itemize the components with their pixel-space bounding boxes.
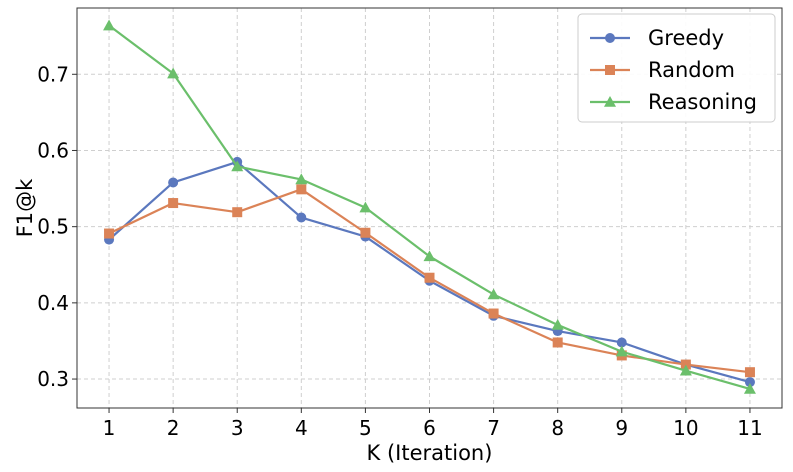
data-point	[232, 207, 243, 218]
data-point	[168, 177, 179, 188]
y-tick-label: 0.4	[37, 291, 69, 315]
data-point	[168, 198, 179, 209]
x-tick-label: 7	[487, 416, 500, 440]
data-point	[615, 345, 628, 357]
data-point	[744, 367, 755, 378]
legend-box	[577, 13, 776, 123]
data-point	[296, 212, 307, 223]
y-tick-label: 0.6	[37, 138, 69, 162]
legend-item: Random	[590, 58, 735, 82]
data-point	[167, 67, 180, 79]
x-axis-label: K (Iteration)	[367, 441, 493, 465]
data-point	[488, 308, 499, 319]
data-point	[423, 250, 436, 262]
x-tick-label: 5	[359, 416, 372, 440]
x-tick-label: 9	[615, 416, 628, 440]
data-point	[424, 272, 435, 283]
x-tick-label: 10	[673, 416, 698, 440]
data-point	[679, 364, 692, 376]
data-point	[744, 377, 755, 388]
data-point	[103, 19, 116, 31]
y-tick-label: 0.5	[37, 215, 69, 239]
x-tick-label: 4	[295, 416, 308, 440]
data-point	[743, 382, 756, 394]
series	[103, 19, 756, 394]
x-tick-label: 8	[551, 416, 564, 440]
x-tick-label: 1	[103, 416, 116, 440]
data-point	[359, 201, 372, 213]
x-tick-label: 2	[167, 416, 180, 440]
y-tick-label: 0.7	[37, 62, 69, 86]
data-point	[605, 33, 615, 43]
x-tick-label: 11	[737, 416, 762, 440]
legend-item: Reasoning	[590, 90, 757, 114]
y-axis: 0.3 0.4 0.5 0.6 0.7	[37, 62, 77, 391]
data-point	[360, 227, 371, 238]
legend: Greedy Random Reasoning	[577, 13, 776, 123]
data-point	[295, 173, 308, 185]
data-point	[104, 228, 115, 239]
legend-label: Reasoning	[648, 90, 757, 114]
y-tick-label: 0.3	[37, 367, 69, 391]
data-point	[604, 96, 616, 107]
y-axis-label: F1@k	[13, 178, 37, 237]
x-axis: 1 2 3 4 5 6 7 8 9 10 11	[103, 408, 763, 440]
data-point	[605, 65, 615, 75]
x-tick-label: 3	[231, 416, 244, 440]
legend-label: Greedy	[648, 26, 724, 50]
data-point	[231, 160, 244, 172]
legend-label: Random	[648, 58, 735, 82]
data-point	[616, 337, 627, 348]
data-point	[296, 184, 307, 195]
data-point	[551, 318, 564, 330]
data-point	[487, 288, 500, 300]
series-line	[108, 160, 751, 384]
series-reasoning	[103, 19, 756, 394]
data-point	[680, 359, 691, 370]
data-point	[552, 337, 563, 348]
x-tick-label: 6	[423, 416, 436, 440]
legend-item: Greedy	[590, 26, 724, 50]
